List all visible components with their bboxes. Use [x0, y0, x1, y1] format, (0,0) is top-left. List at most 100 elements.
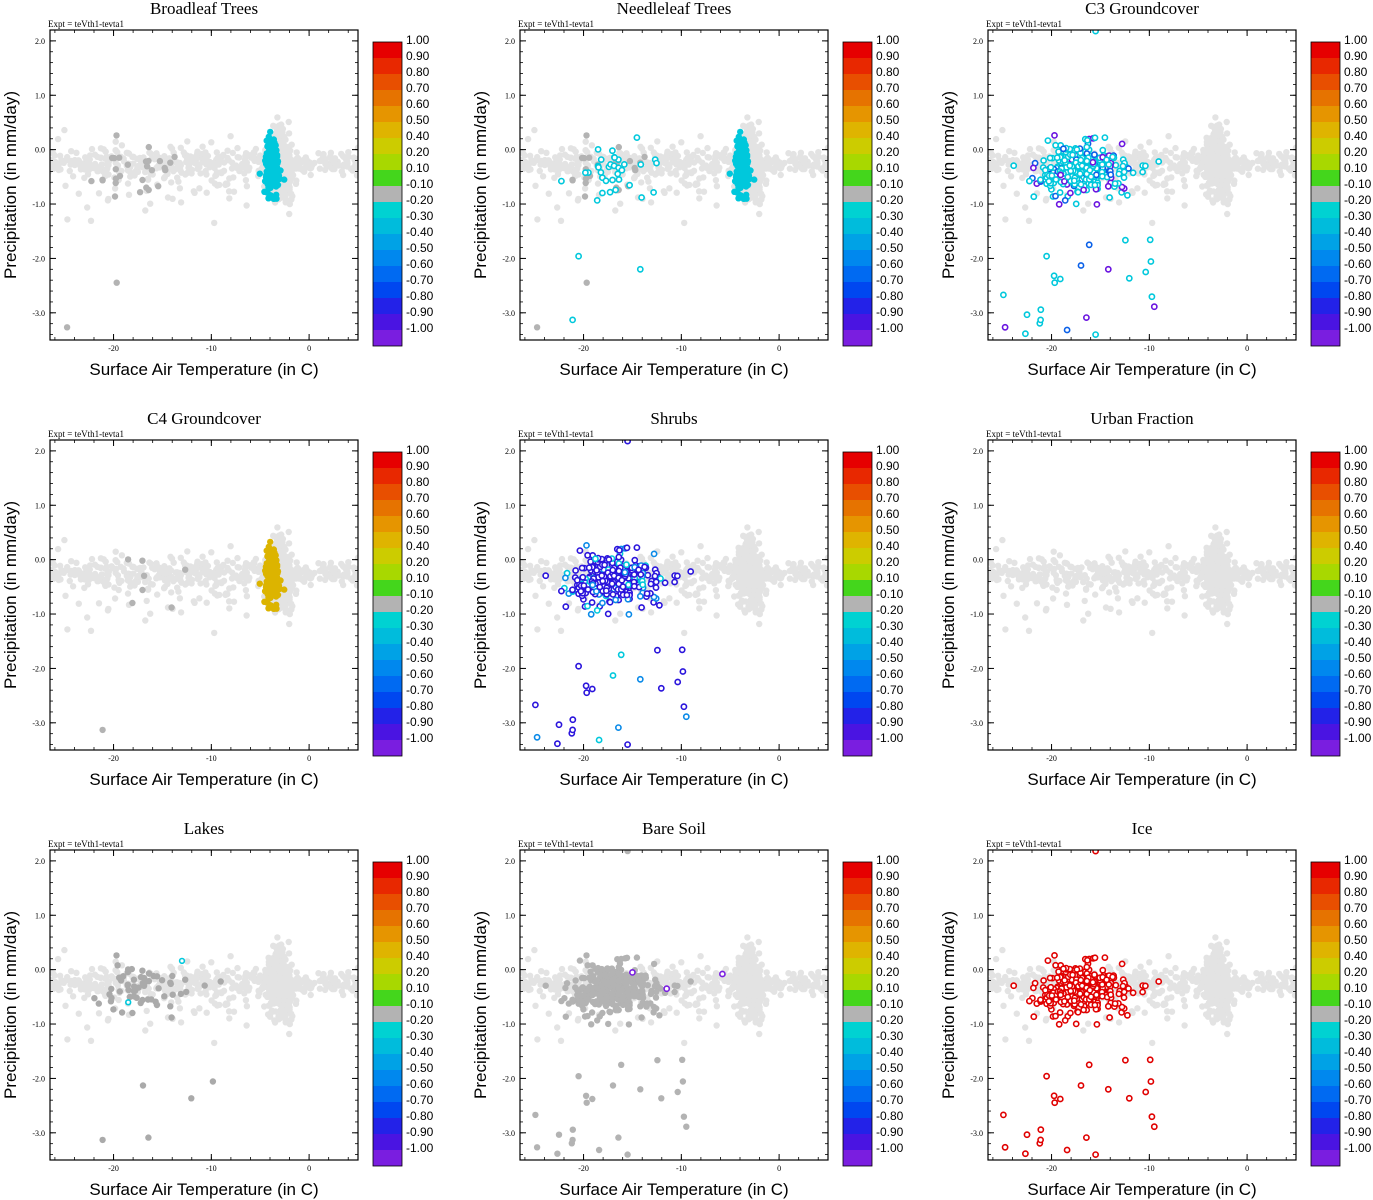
data-point [327, 559, 335, 566]
data-point [778, 164, 785, 171]
data-point [534, 153, 541, 161]
colorbar-label: -0.80 [406, 289, 434, 303]
data-point [227, 543, 234, 550]
data-point [155, 183, 162, 190]
data-point [361, 147, 367, 153]
data-point [820, 164, 828, 171]
data-point [726, 170, 733, 177]
data-point [1277, 171, 1285, 179]
data-point [673, 171, 680, 178]
data-point [230, 598, 238, 605]
data-point [271, 144, 278, 151]
data-point [1134, 161, 1141, 168]
data-point [203, 599, 210, 606]
data-point [573, 160, 581, 168]
colorbar-label: -0.20 [876, 193, 904, 207]
data-point [1030, 193, 1038, 201]
data-point [229, 149, 236, 157]
data-point [355, 166, 358, 173]
data-point [113, 132, 120, 139]
data-point [75, 157, 82, 164]
data-point [318, 567, 325, 574]
data-point [177, 554, 184, 561]
data-point [281, 552, 288, 560]
data-point [548, 163, 555, 171]
data-point [243, 202, 250, 209]
data-point [741, 177, 748, 184]
data-point [834, 165, 840, 171]
data-point [1226, 141, 1233, 148]
y-tick-label: -1.0 [32, 200, 45, 209]
data-point [520, 163, 521, 166]
data-point [1200, 158, 1207, 165]
data-point [1162, 154, 1169, 162]
data-point [569, 316, 576, 324]
data-point [804, 161, 811, 169]
data-point [63, 563, 71, 571]
colorbar-swatch [1311, 202, 1340, 218]
data-point [561, 151, 569, 158]
data-point [88, 555, 96, 563]
data-point [1256, 157, 1263, 164]
data-point [1013, 157, 1020, 164]
data-point [338, 150, 345, 158]
data-point [278, 185, 286, 193]
data-point [114, 148, 121, 156]
data-point [1226, 159, 1233, 166]
scatter-points [520, 114, 840, 331]
data-point [1148, 293, 1156, 301]
data-point [1224, 178, 1232, 185]
data-point [288, 190, 295, 198]
data-point [239, 572, 246, 580]
data-point [111, 595, 119, 602]
data-point [1130, 154, 1138, 161]
data-point [350, 164, 358, 171]
data-point [1163, 188, 1171, 195]
data-point [358, 157, 364, 163]
data-point [69, 173, 77, 180]
data-point [89, 574, 97, 582]
data-point [111, 584, 118, 591]
data-point [251, 157, 258, 164]
data-point [264, 173, 271, 181]
colorbar-swatch [843, 154, 872, 170]
data-point [176, 159, 183, 167]
colorbar: 1.000.900.800.700.600.500.400.200.10-0.1… [842, 33, 904, 347]
data-point [829, 160, 835, 166]
data-point [222, 591, 229, 599]
data-point [988, 168, 990, 175]
data-point [825, 166, 828, 173]
data-point [87, 217, 95, 224]
data-point [50, 168, 52, 175]
data-point [357, 568, 358, 571]
data-point [661, 189, 668, 196]
y-tick-label: -3.0 [970, 309, 983, 318]
data-point [748, 148, 755, 155]
data-point [327, 149, 335, 156]
data-point [270, 546, 277, 553]
data-point [221, 159, 228, 166]
data-point [612, 186, 619, 194]
data-point [722, 145, 730, 153]
data-point [230, 174, 237, 181]
colorbar-label: -0.50 [876, 241, 904, 255]
data-point [554, 204, 561, 211]
data-point [211, 219, 218, 227]
data-point [1137, 143, 1144, 150]
data-point [50, 170, 51, 173]
data-point [285, 528, 292, 536]
colorbar-swatch [373, 42, 402, 58]
data-point [286, 620, 293, 628]
colorbar-swatch [373, 90, 402, 106]
data-point [111, 185, 119, 192]
colorbar-swatch [1311, 42, 1340, 58]
data-point [1083, 143, 1091, 151]
data-point [632, 156, 639, 163]
data-point [144, 175, 152, 182]
data-point [582, 175, 590, 182]
data-point [827, 158, 828, 161]
data-point [211, 629, 218, 637]
data-point [307, 581, 314, 589]
